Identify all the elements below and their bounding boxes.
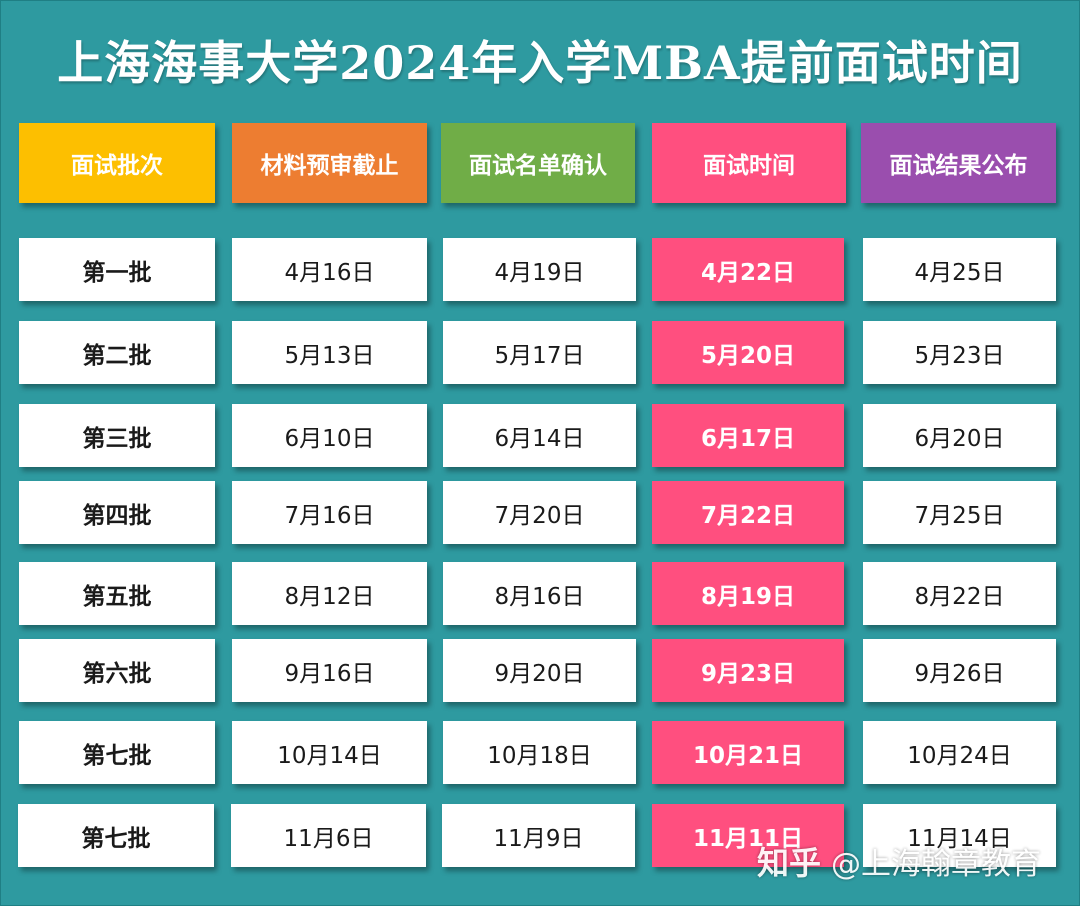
deadline-cell: 7月16日 <box>232 481 427 544</box>
batch-cell: 第七批 <box>19 721 215 784</box>
interview-cell: 11月11日 <box>652 804 844 867</box>
result-cell: 9月26日 <box>863 639 1056 702</box>
deadline-cell: 4月16日 <box>232 238 427 301</box>
header-interview-time: 面试时间 <box>652 123 846 203</box>
batch-cell: 第四批 <box>19 481 215 544</box>
header-list-confirm: 面试名单确认 <box>441 123 635 203</box>
interview-cell: 7月22日 <box>652 481 844 544</box>
result-cell: 5月23日 <box>863 321 1056 384</box>
header-material-deadline: 材料预审截止 <box>232 123 427 203</box>
header-batch: 面试批次 <box>19 123 215 203</box>
deadline-cell: 11月6日 <box>231 804 426 867</box>
page-title: 上海海事大学2024年入学MBA提前面试时间 <box>57 36 1023 90</box>
deadline-cell: 5月13日 <box>232 321 427 384</box>
watermark-text: @上海翰章教育 <box>831 847 1042 882</box>
deadline-cell: 10月14日 <box>232 721 427 784</box>
deadline-cell: 6月10日 <box>232 404 427 467</box>
result-cell: 6月20日 <box>863 404 1056 467</box>
zhihu-logo: 知乎 <box>757 844 822 882</box>
interview-cell: 10月21日 <box>652 721 844 784</box>
batch-cell: 第七批 <box>18 804 214 867</box>
watermark: 知乎 @上海翰章教育 <box>757 841 1042 882</box>
confirm-cell: 7月20日 <box>443 481 636 544</box>
result-cell: 4月25日 <box>863 238 1056 301</box>
confirm-cell: 8月16日 <box>443 562 636 625</box>
batch-cell: 第一批 <box>19 238 215 301</box>
batch-cell: 第五批 <box>19 562 215 625</box>
confirm-cell: 4月19日 <box>443 238 636 301</box>
header-result-release: 面试结果公布 <box>861 123 1056 203</box>
confirm-cell: 11月9日 <box>442 804 635 867</box>
result-cell: 10月24日 <box>863 721 1056 784</box>
interview-cell: 6月17日 <box>652 404 844 467</box>
confirm-cell: 5月17日 <box>443 321 636 384</box>
result-cell: 7月25日 <box>863 481 1056 544</box>
confirm-cell: 9月20日 <box>443 639 636 702</box>
batch-cell: 第三批 <box>19 404 215 467</box>
deadline-cell: 8月12日 <box>232 562 427 625</box>
confirm-cell: 6月14日 <box>443 404 636 467</box>
interview-cell: 8月19日 <box>652 562 844 625</box>
batch-cell: 第六批 <box>19 639 215 702</box>
interview-cell: 5月20日 <box>652 321 844 384</box>
confirm-cell: 10月18日 <box>443 721 636 784</box>
deadline-cell: 9月16日 <box>232 639 427 702</box>
interview-cell: 4月22日 <box>652 238 844 301</box>
result-cell: 8月22日 <box>863 562 1056 625</box>
interview-cell: 9月23日 <box>652 639 844 702</box>
batch-cell: 第二批 <box>19 321 215 384</box>
result-cell: 11月14日 <box>863 804 1056 867</box>
